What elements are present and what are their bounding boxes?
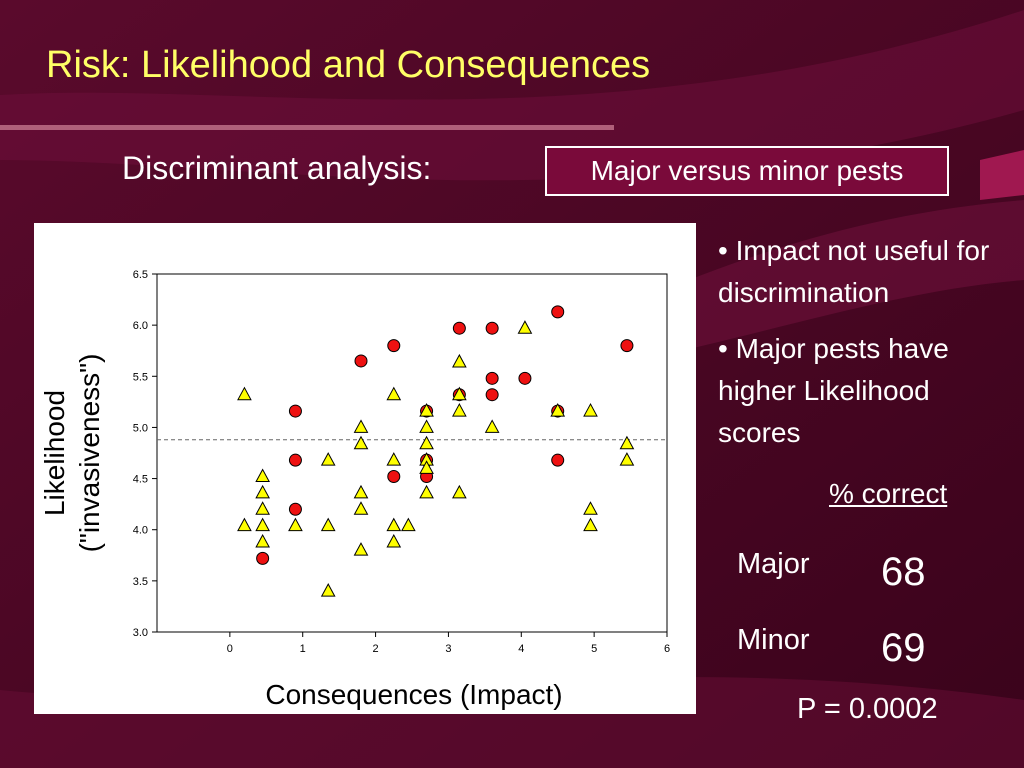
minor-pest-point [237, 517, 252, 532]
x-tick-label: 4 [518, 643, 524, 655]
minor-pest-point [452, 353, 467, 368]
tag-box: Major versus minor pests [545, 146, 949, 196]
chart-panel: 3.0 3.5 4.0 4.5 5.0 5.5 6.0 6.5 0 1 2 3 4 5 6 Consequen… [34, 223, 696, 714]
p-value: P = 0.0002 [797, 693, 938, 725]
minor-pest-point [353, 501, 369, 515]
minor-pest-point [583, 517, 598, 532]
minor-pest-point [320, 517, 336, 532]
minor-label: Minor [737, 624, 810, 656]
minor-pest-point [353, 484, 369, 499]
minor-pest-point [619, 452, 635, 466]
y-tick-label: 6.5 [133, 269, 148, 281]
major-pest-point [288, 453, 302, 467]
major-label: Major [737, 548, 810, 580]
minor-pest-point [583, 403, 598, 417]
y-tick-label: 3.5 [133, 576, 148, 588]
major-pest-point [354, 354, 368, 368]
minor-pest-point [386, 452, 402, 466]
x-tick-label: 1 [300, 643, 306, 655]
x-tick-label: 6 [664, 643, 670, 655]
subtitle: Discriminant analysis: [122, 150, 432, 186]
minor-pest-point [386, 533, 402, 548]
y-axis-title: ("invasiveness") [74, 354, 105, 553]
minor-pest-point [288, 517, 303, 532]
minor-pest-point [255, 484, 270, 499]
slide-title: Risk: Likelihood and Consequences [46, 44, 651, 86]
minor-pest-point [419, 484, 434, 499]
x-tick-label: 3 [445, 643, 451, 655]
minor-pest-point [255, 501, 270, 515]
x-tick-label: 5 [591, 643, 597, 655]
y-tick-label: 6.0 [133, 320, 148, 332]
minor-pest-point [619, 435, 635, 450]
minor-pest-point [255, 517, 270, 532]
major-pest-point [288, 502, 302, 516]
minor-pest-point [255, 533, 270, 548]
minor-pest-point [452, 484, 467, 499]
major-pest-point [485, 388, 499, 402]
minor-pest-point [419, 435, 434, 450]
x-tick-label: 2 [373, 643, 379, 655]
major-pest-point [256, 551, 270, 565]
bullet-list: • Impact not useful for discrimination •… [718, 230, 1018, 468]
minor-pest-point [353, 542, 369, 556]
minor-pest-point [419, 419, 434, 433]
major-pest-point [485, 321, 499, 335]
minor-pest-point [386, 386, 402, 401]
x-axis-title: Consequences (Impact) [265, 679, 562, 710]
percent-correct-header: % correct [829, 478, 948, 509]
minor-pest-point [237, 386, 252, 401]
y-tick-label: 3.0 [133, 627, 148, 639]
bullet-likelihood: • Major pests have higher Likelihood sco… [718, 333, 949, 448]
major-pest-point [387, 470, 401, 484]
minor-pest-point [452, 386, 467, 401]
minor-pest-point [517, 320, 533, 334]
y-tick-label: 4.5 [133, 474, 148, 486]
major-pest-point [620, 339, 634, 353]
major-pest-point [387, 339, 401, 353]
major-pest-point [485, 371, 499, 385]
minor-pest-point [583, 501, 598, 515]
minor-pest-point [419, 403, 434, 417]
bullet-impact: • Impact not useful for discrimination [718, 235, 990, 308]
minor-pest-point [484, 419, 500, 433]
x-tick-label: 0 [227, 643, 233, 655]
y-tick-label: 5.0 [133, 422, 148, 434]
scatter-chart: 3.0 3.5 4.0 4.5 5.0 5.5 6.0 6.5 0 1 2 3 4 5 6 Consequen… [39, 269, 670, 710]
minor-pest-point [320, 583, 336, 597]
minor-pest-point [320, 452, 336, 466]
major-pest-point [551, 453, 565, 467]
minor-pest-point [419, 460, 434, 474]
major-value: 68 [881, 550, 926, 594]
y-tick-label: 4.0 [133, 525, 148, 537]
minor-pest-point [353, 419, 369, 433]
minor-pest-point [255, 468, 270, 483]
major-pest-point [452, 321, 466, 335]
minor-pest-point [401, 517, 416, 532]
major-pest-point [518, 371, 532, 385]
y-tick-label: 5.5 [133, 371, 148, 383]
minor-pest-point [550, 403, 566, 417]
minor-pest-point [353, 435, 369, 450]
plot-frame [156, 273, 668, 633]
major-pest-point [551, 305, 565, 319]
minor-pest-point [386, 517, 402, 532]
major-pest-point [288, 404, 302, 418]
minor-value: 69 [881, 626, 926, 670]
minor-pest-point [452, 403, 467, 417]
y-axis-title: Likelihood [39, 390, 70, 516]
title-divider [0, 125, 614, 130]
